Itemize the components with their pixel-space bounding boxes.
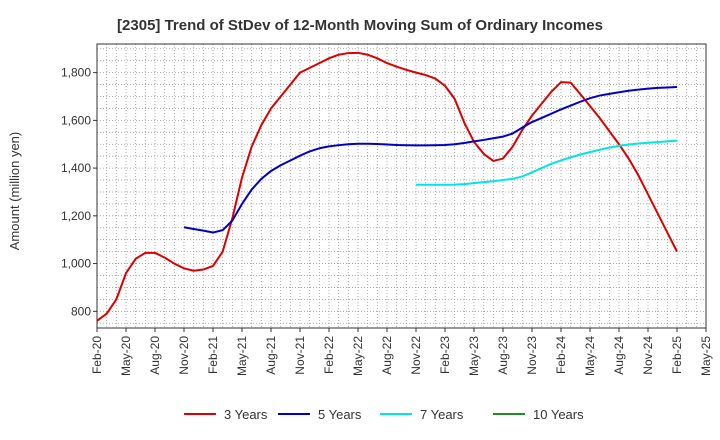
- x-tick-label: Aug-22: [380, 336, 394, 375]
- series-line-3-years: [96, 51, 678, 322]
- y-tick-label: 1,400: [61, 161, 91, 175]
- x-tick-label: Nov-21: [293, 336, 307, 375]
- plot-border: [96, 43, 707, 329]
- plot-area: [97, 44, 706, 328]
- y-tick-label: 1,000: [61, 257, 91, 271]
- axes: [96, 43, 707, 329]
- x-tick-label: Aug-21: [264, 336, 278, 375]
- legend-label-10-years: 10 Years: [533, 407, 584, 422]
- x-tick-label: May-24: [583, 336, 597, 376]
- x-tick-label: Feb-25: [670, 336, 684, 374]
- plot-background: [97, 44, 706, 328]
- y-tick-label: 1,800: [61, 66, 91, 80]
- x-tick-label: Feb-20: [90, 336, 104, 374]
- legend-label-7-years: 7 Years: [420, 407, 464, 422]
- x-tick-label: Nov-24: [641, 336, 655, 375]
- x-tick-label: Nov-22: [409, 336, 423, 375]
- x-tick-label: Feb-23: [438, 336, 452, 374]
- x-tick-label: May-20: [119, 336, 133, 376]
- x-tick-label: Nov-20: [177, 336, 191, 375]
- x-tick-label: Aug-20: [148, 336, 162, 375]
- y-tick-label: 800: [71, 304, 91, 318]
- legend-label-5-years: 5 Years: [318, 407, 362, 422]
- gridlines: [96, 44, 707, 328]
- y-tick-label: 1,200: [61, 209, 91, 223]
- legend-label-3-years: 3 Years: [224, 407, 268, 422]
- y-axis-label: Amount (million yen): [7, 132, 22, 251]
- x-tick-label: May-21: [235, 336, 249, 376]
- chart-title: [2305] Trend of StDev of 12-Month Moving…: [117, 17, 603, 34]
- x-tick-label: Feb-22: [322, 336, 336, 374]
- x-tick-label: May-25: [699, 336, 713, 376]
- x-tick-label: May-22: [351, 336, 365, 376]
- x-tick-label: Nov-23: [525, 336, 539, 375]
- series-line-7-years: [416, 139, 678, 186]
- x-tick-label: Aug-24: [612, 336, 626, 375]
- series-layer: [96, 51, 678, 322]
- x-tick-label: Feb-24: [554, 336, 568, 374]
- series-line-5-years: [183, 85, 678, 234]
- x-tick-label: Feb-21: [206, 336, 220, 374]
- legend: 3 Years 5 Years 7 Years 10 Years: [184, 407, 584, 422]
- x-tick-label: Aug-23: [496, 336, 510, 375]
- x-axis-ticks: Feb-20 May-20 Aug-20 Nov-20 Feb-21 May-21 Aug-…: [90, 328, 713, 376]
- y-axis-ticks: 800 1,000 1,200 1,400 1,600 1,800: [61, 66, 97, 318]
- y-tick-label: 1,600: [61, 113, 91, 127]
- x-tick-label: May-23: [467, 336, 481, 376]
